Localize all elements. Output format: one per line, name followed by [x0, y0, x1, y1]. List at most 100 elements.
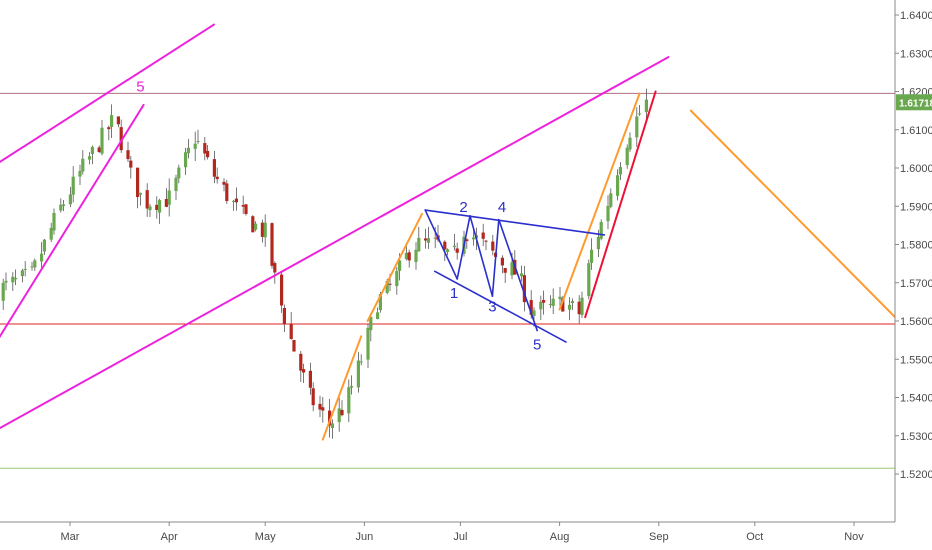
candle: [30, 261, 34, 271]
candle: [52, 208, 56, 235]
candle: [244, 203, 248, 216]
candle-body: [136, 167, 140, 198]
candle: [395, 267, 399, 295]
candle-body: [311, 388, 315, 406]
candle: [11, 272, 15, 292]
blue-wave-seg-4: [491, 218, 500, 297]
candle-body: [337, 408, 341, 423]
candle: [107, 125, 111, 141]
last-price-tag: 1.61718: [896, 94, 932, 111]
candle-body: [385, 280, 389, 293]
candle-body: [503, 267, 507, 273]
candle: [167, 178, 171, 217]
blue-wave-seg-5: [497, 218, 539, 332]
candle-body: [158, 200, 162, 213]
candle: [110, 104, 114, 138]
candle-body: [308, 370, 312, 388]
candle-body: [4, 280, 8, 283]
candle-body: [609, 193, 613, 207]
candle: [273, 261, 277, 284]
candle-body: [203, 143, 207, 154]
candle-body: [596, 236, 600, 250]
candle-body: [282, 307, 286, 325]
candle-body: [321, 407, 325, 411]
magenta-wave-line: [0, 103, 145, 339]
candle: [234, 187, 238, 211]
candle-body: [14, 277, 18, 280]
candle-body: [119, 127, 123, 151]
candle: [138, 192, 142, 206]
candle: [158, 198, 162, 224]
candle: [321, 396, 325, 423]
candle: [606, 195, 610, 230]
candle: [491, 234, 495, 256]
candle-body: [289, 324, 293, 339]
candle: [644, 88, 648, 120]
candle-body: [551, 298, 555, 306]
candle: [628, 132, 632, 152]
candle-body: [426, 238, 430, 243]
candle: [328, 398, 332, 438]
candle: [42, 238, 46, 255]
y-tick-label: 1.55000: [900, 354, 932, 366]
magenta-channel-top: [0, 23, 215, 164]
candle-body: [234, 198, 238, 203]
candle: [481, 223, 485, 247]
candle-body: [465, 239, 469, 242]
candle-body: [376, 312, 380, 319]
candle-body: [433, 237, 437, 239]
candle: [366, 323, 370, 368]
candle-body: [88, 156, 92, 160]
candle: [116, 116, 120, 128]
candle-body: [407, 252, 411, 261]
x-tick-label: Sep: [649, 531, 669, 543]
candle: [203, 136, 207, 161]
wave-label-5-magenta: 5: [136, 79, 144, 96]
candle-body: [23, 268, 27, 270]
candle: [260, 219, 264, 243]
candle: [62, 199, 66, 212]
candle: [40, 242, 44, 269]
candle: [503, 267, 507, 284]
candle-body: [366, 327, 370, 360]
candle-body: [443, 241, 447, 250]
candle-body: [299, 353, 303, 371]
candle-body: [510, 262, 514, 276]
candle-body: [126, 150, 130, 160]
candle-body: [590, 249, 594, 263]
y-tick-label: 1.57000: [900, 278, 932, 290]
candle-body: [1, 282, 5, 301]
last-price-value: 1.61718: [899, 98, 932, 109]
candle: [417, 226, 421, 252]
candle-body: [606, 205, 610, 222]
candle-body: [340, 409, 344, 416]
candle-body: [110, 115, 114, 127]
y-axis-ticks: 1.640001.630001.620001.610001.600001.590…: [895, 10, 932, 481]
candle-body: [616, 175, 620, 196]
candle: [484, 239, 488, 251]
candle: [376, 307, 380, 320]
candle-body: [155, 204, 159, 210]
x-axis-panel: [0, 522, 932, 550]
candle-body: [193, 143, 197, 149]
candle-body: [500, 257, 504, 266]
y-tick-label: 1.60000: [900, 163, 932, 175]
x-tick-label: May: [255, 531, 276, 543]
x-tick-label: Aug: [550, 531, 570, 543]
x-tick-label: Jun: [356, 531, 374, 543]
candle-body: [164, 198, 168, 207]
wave-label-4: 4: [498, 199, 506, 216]
candle-body: [638, 113, 642, 115]
candle: [71, 166, 75, 203]
candle: [500, 255, 504, 274]
candle: [542, 290, 546, 315]
blue-wave-seg-3: [469, 215, 494, 297]
candle-body: [388, 283, 392, 285]
candle: [88, 152, 92, 165]
candle-body: [484, 240, 488, 242]
candle: [1, 278, 5, 310]
candle: [465, 238, 469, 249]
horizontal-levels: [0, 92, 895, 469]
